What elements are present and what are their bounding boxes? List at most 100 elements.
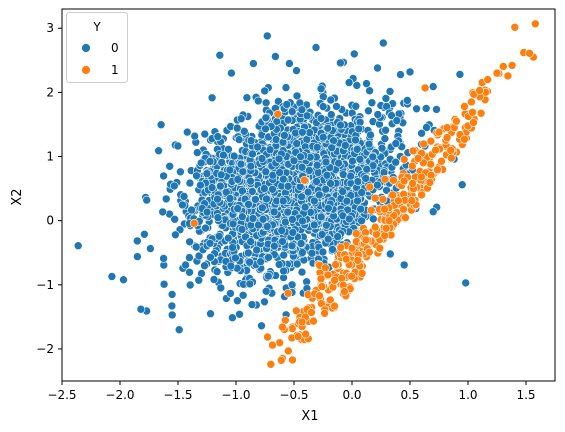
- point-0: [178, 200, 187, 210]
- point-1: [469, 118, 478, 127]
- point-0: [344, 214, 354, 224]
- point-0: [260, 86, 270, 96]
- point-0: [287, 107, 297, 116]
- point-1: [384, 216, 394, 225]
- point-1: [268, 340, 277, 350]
- point-1: [331, 260, 340, 269]
- point-0: [259, 184, 269, 193]
- point-0: [292, 259, 302, 269]
- point-0: [206, 309, 215, 319]
- point-1: [475, 86, 484, 95]
- point-0: [207, 93, 217, 103]
- point-1: [330, 275, 339, 285]
- point-0: [209, 275, 219, 284]
- point-0: [142, 195, 151, 205]
- point-1: [340, 287, 349, 296]
- point-0: [318, 102, 328, 111]
- point-0: [362, 164, 372, 174]
- point-1: [341, 254, 351, 264]
- point-0: [265, 145, 275, 154]
- point-0: [196, 158, 206, 168]
- point-0: [391, 157, 401, 167]
- legend-label-0: 0: [111, 41, 119, 55]
- point-0: [277, 226, 287, 235]
- point-0: [244, 248, 253, 258]
- point-1: [483, 75, 493, 84]
- point-1: [300, 175, 309, 185]
- point-0: [256, 257, 266, 267]
- point-0: [262, 31, 272, 41]
- point-0: [357, 216, 366, 226]
- point-0: [288, 228, 298, 237]
- point-0: [261, 113, 271, 123]
- point-0: [119, 275, 128, 285]
- point-0: [185, 253, 194, 262]
- point-0: [225, 194, 235, 203]
- point-0: [396, 70, 405, 79]
- point-0: [283, 207, 293, 217]
- point-1: [413, 154, 423, 163]
- point-0: [380, 134, 390, 143]
- point-1: [307, 308, 316, 317]
- point-0: [73, 241, 83, 250]
- point-0: [183, 127, 192, 137]
- point-0: [351, 102, 361, 111]
- point-0: [422, 123, 431, 132]
- point-0: [248, 149, 257, 159]
- point-0: [217, 158, 226, 167]
- point-0: [316, 84, 326, 94]
- point-0: [228, 219, 238, 229]
- y-tick-label: −1: [36, 278, 54, 292]
- point-1: [337, 273, 347, 283]
- point-1: [408, 179, 417, 188]
- point-1: [460, 102, 469, 111]
- point-0: [326, 110, 336, 119]
- point-0: [340, 141, 350, 150]
- point-0: [361, 174, 371, 183]
- point-1: [275, 338, 285, 348]
- point-0: [352, 145, 362, 154]
- point-0: [303, 187, 313, 197]
- point-0: [228, 243, 237, 252]
- point-0: [213, 213, 223, 222]
- point-0: [216, 170, 226, 180]
- point-0: [222, 187, 231, 197]
- point-0: [158, 207, 167, 217]
- point-0: [165, 162, 174, 171]
- point-1: [419, 139, 429, 149]
- point-0: [202, 169, 212, 178]
- point-0: [312, 160, 322, 170]
- point-0: [346, 171, 356, 181]
- point-0: [297, 192, 306, 202]
- point-0: [305, 128, 314, 137]
- point-0: [292, 91, 302, 101]
- point-1: [283, 288, 293, 298]
- point-0: [365, 86, 374, 95]
- point-1: [388, 190, 397, 200]
- point-1: [365, 182, 375, 192]
- y-axis-ticks: −2 −1 0 1 2 3: [36, 21, 62, 356]
- point-1: [530, 19, 540, 29]
- point-0: [205, 157, 215, 166]
- point-0: [316, 114, 326, 123]
- x-tick-label: −0.5: [279, 388, 308, 402]
- point-0: [323, 123, 333, 133]
- point-0: [244, 200, 253, 209]
- point-0: [248, 214, 258, 223]
- point-0: [334, 158, 343, 168]
- point-1: [263, 332, 272, 342]
- point-1: [291, 306, 301, 316]
- point-1: [401, 213, 410, 222]
- point-0: [227, 68, 236, 78]
- point-0: [318, 247, 328, 257]
- point-0: [278, 196, 288, 206]
- point-1: [381, 224, 391, 233]
- point-0: [392, 116, 402, 125]
- point-1: [378, 195, 388, 204]
- point-1: [407, 161, 417, 171]
- point-0: [233, 296, 242, 306]
- point-0: [146, 244, 155, 253]
- point-0: [326, 179, 335, 188]
- point-0: [173, 141, 183, 151]
- point-0: [316, 212, 326, 222]
